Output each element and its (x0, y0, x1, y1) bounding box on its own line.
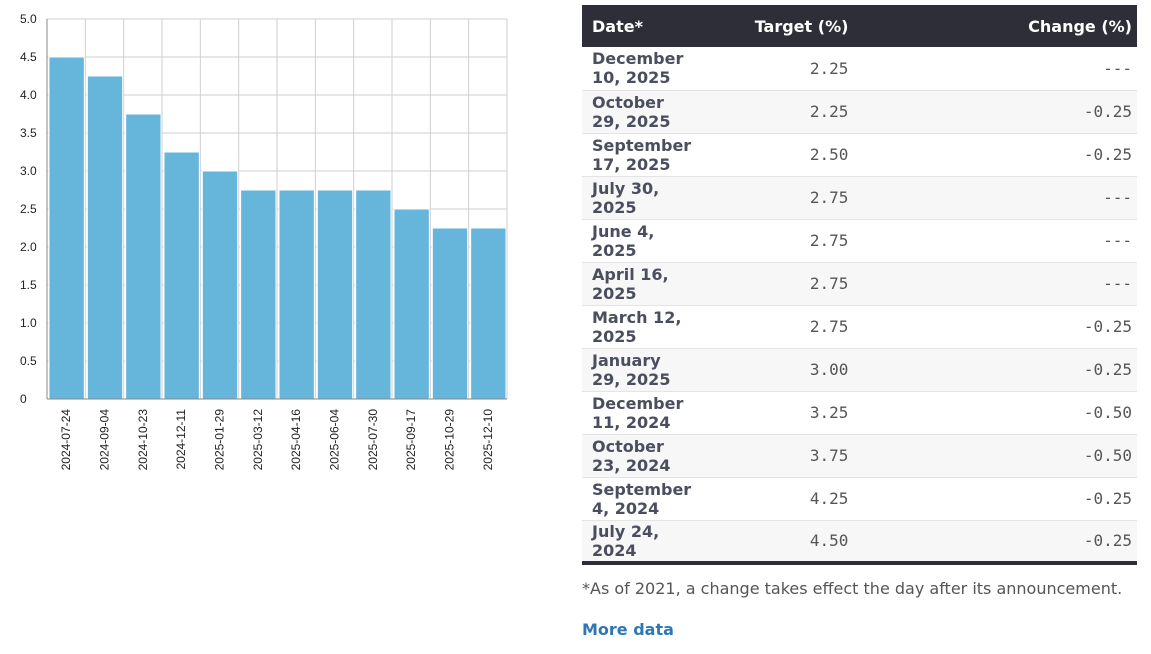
y-tick-label: 5.0 (20, 12, 37, 26)
x-tick-label: 2025-09-17 (404, 409, 418, 471)
x-tick-label: 2024-12-11 (174, 409, 188, 470)
rates-panel: Date* Target (%) Change (%) December 10,… (582, 5, 1137, 639)
bar (48, 56, 85, 400)
y-tick-label: 0.5 (20, 354, 37, 368)
x-tick-label: 2025-10-29 (443, 409, 457, 471)
x-tick-label: 2025-01-29 (213, 409, 227, 471)
row-target: 3.75 (809, 446, 849, 465)
y-tick-label: 1.0 (20, 316, 37, 330)
row-change: -0.25 (1083, 102, 1132, 121)
bar (163, 151, 200, 400)
x-tick-label: 2024-09-04 (98, 409, 112, 471)
bar (393, 208, 430, 400)
row-target: 4.25 (809, 489, 849, 508)
row-target: 2.50 (809, 145, 849, 164)
row-date: December 10, 2025 (592, 49, 684, 88)
row-target: 3.25 (809, 403, 849, 422)
header-date: Date* (592, 16, 643, 36)
y-tick-label: 2.5 (20, 202, 37, 216)
x-tick-label: 2024-07-24 (59, 409, 73, 471)
footnote: *As of 2021, a change takes effect the d… (582, 579, 1123, 598)
table-row: October 29, 2025 2.25 -0.25 (582, 90, 1137, 133)
row-change: -0.25 (1083, 489, 1132, 508)
table-header-row: Date* Target (%) Change (%) (582, 5, 1137, 47)
y-tick-label: 4.0 (20, 88, 37, 102)
row-date: September 4, 2024 (592, 479, 692, 518)
table-row: September 17, 2025 2.50 -0.25 (582, 133, 1137, 176)
table-body: December 10, 2025 2.25 --- October 29, 2025… (582, 47, 1137, 563)
row-target: 4.50 (809, 531, 849, 551)
row-target: 2.25 (809, 102, 849, 121)
table-row: July 24, 2024 4.50 -0.25 (582, 520, 1137, 563)
y-tick-label: 2.0 (20, 240, 37, 254)
row-change: --- (1103, 231, 1132, 250)
row-target: 2.75 (809, 274, 849, 293)
row-change: --- (1103, 58, 1132, 78)
header-change: Change (%) (1028, 16, 1132, 36)
table-row: January 29, 2025 3.00 -0.25 (582, 348, 1137, 391)
table-row: December 10, 2025 2.25 --- (582, 47, 1137, 90)
row-date: July 30, 2025 (592, 178, 660, 217)
row-date: June 4, 2025 (592, 221, 655, 260)
row-date: October 23, 2024 (592, 436, 671, 475)
x-tick-label: 2025-07-30 (366, 409, 380, 471)
y-tick-label: 1.5 (20, 278, 37, 292)
table-row: December 11, 2024 3.25 -0.50 (582, 391, 1137, 434)
bar (278, 189, 315, 400)
row-target: 2.75 (809, 317, 849, 336)
table-row: October 23, 2024 3.75 -0.50 (582, 434, 1137, 477)
x-tick-label: 2025-03-12 (251, 409, 265, 471)
chart-svg: 0 0.5 1.0 1.5 2.0 2.5 3.0 3.5 4.0 4.5 5.0 2024-07-2… (20, 12, 508, 471)
x-tick-label: 2025-04-16 (289, 409, 303, 471)
x-tick-label: 2024-10-23 (136, 409, 150, 471)
y-tick-label: 3.5 (20, 126, 37, 140)
bar (240, 189, 277, 400)
table-row: March 12, 2025 2.75 -0.25 (582, 305, 1137, 348)
row-change: -0.50 (1083, 403, 1132, 422)
bar (470, 227, 507, 400)
row-date: July 24, 2024 (592, 521, 660, 560)
row-target: 2.75 (809, 188, 849, 207)
row-change: -0.25 (1083, 145, 1132, 164)
y-tick-label: 3.0 (20, 164, 37, 178)
table-row: June 4, 2025 2.75 --- (582, 219, 1137, 262)
bar (431, 227, 469, 400)
row-date: December 11, 2024 (592, 393, 684, 432)
bar (201, 170, 239, 400)
row-change: --- (1103, 188, 1132, 207)
more-data-link[interactable]: More data (582, 620, 674, 639)
row-target: 2.75 (809, 231, 849, 250)
table-row: April 16, 2025 2.75 --- (582, 262, 1137, 305)
bar (86, 75, 124, 400)
row-change: -0.50 (1083, 446, 1132, 465)
table-row: September 4, 2024 4.25 -0.25 (582, 477, 1137, 520)
row-date: September 17, 2025 (592, 135, 692, 174)
bar (355, 189, 392, 400)
rates-table: Date* Target (%) Change (%) December 10,… (582, 5, 1137, 565)
x-tick-label: 2025-12-10 (481, 409, 495, 471)
row-date: April 16, 2025 (592, 264, 669, 303)
x-tick-label: 2025-06-04 (328, 409, 342, 471)
row-change: -0.25 (1083, 531, 1132, 551)
row-target: 2.25 (809, 58, 849, 78)
rate-bar-chart: 0 0.5 1.0 1.5 2.0 2.5 3.0 3.5 4.0 4.5 5.0 2024-07-2… (0, 0, 520, 500)
header-target: Target (%) (754, 16, 849, 36)
row-change: -0.25 (1083, 360, 1132, 379)
bar (316, 189, 354, 400)
bar (125, 113, 162, 400)
table-row: July 30, 2025 2.75 --- (582, 176, 1137, 219)
row-change: -0.25 (1083, 317, 1132, 336)
y-tick-label: 0 (20, 392, 27, 406)
row-date: March 12, 2025 (592, 307, 682, 346)
y-tick-label: 4.5 (20, 50, 37, 64)
row-target: 3.00 (809, 360, 849, 379)
row-change: --- (1103, 274, 1132, 293)
row-date: October 29, 2025 (592, 92, 671, 131)
row-date: January 29, 2025 (592, 350, 671, 389)
